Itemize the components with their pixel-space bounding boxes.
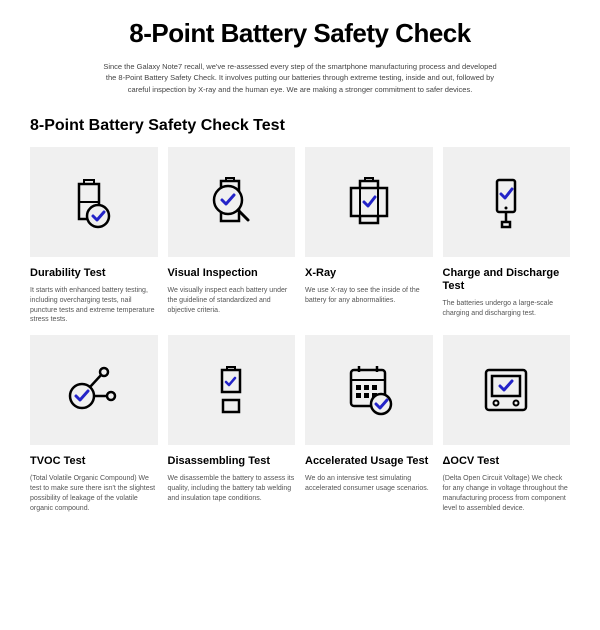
card-tvoc: TVOC Test (Total Volatile Organic Compou…	[30, 335, 158, 513]
card-desc: We visually inspect each battery under t…	[168, 286, 296, 315]
card-xray: X-Ray We use X-ray to see the inside of …	[305, 147, 433, 325]
card-desc: It starts with enhanced battery testing,…	[30, 286, 158, 325]
intro-text: Since the Galaxy Note7 recall, we've re-…	[100, 61, 500, 95]
card-title: TVOC Test	[30, 455, 158, 468]
card-disassembling: Disassembling Test We disassemble the ba…	[168, 335, 296, 513]
card-charge-discharge: Charge and Discharge Test The batteries …	[443, 147, 571, 325]
card-desc: (Delta Open Circuit Voltage) We check fo…	[443, 474, 571, 513]
charge-discharge-icon	[443, 147, 571, 257]
main-title: 8-Point Battery Safety Check	[30, 18, 570, 49]
card-desc: (Total Volatile Organic Compound) We tes…	[30, 474, 158, 513]
delta-ocv-icon	[443, 335, 571, 445]
xray-icon	[305, 147, 433, 257]
card-title: X-Ray	[305, 267, 433, 280]
card-title: Durability Test	[30, 267, 158, 280]
durability-icon	[30, 147, 158, 257]
card-desc: We disassemble the battery to assess its…	[168, 474, 296, 503]
card-title: Charge and Discharge Test	[443, 267, 571, 293]
card-desc: The batteries undergo a large-scale char…	[443, 299, 571, 319]
card-desc: We do an intensive test simulating accel…	[305, 474, 433, 494]
page: 8-Point Battery Safety Check Since the G…	[0, 0, 600, 534]
card-accelerated-usage: Accelerated Usage Test We do an intensiv…	[305, 335, 433, 513]
card-title: Accelerated Usage Test	[305, 455, 433, 468]
disassembling-icon	[168, 335, 296, 445]
tvoc-icon	[30, 335, 158, 445]
section-title: 8-Point Battery Safety Check Test	[30, 117, 570, 135]
card-durability: Durability Test It starts with enhanced …	[30, 147, 158, 325]
card-title: Disassembling Test	[168, 455, 296, 468]
card-visual-inspection: Visual Inspection We visually inspect ea…	[168, 147, 296, 325]
card-desc: We use X-ray to see the inside of the ba…	[305, 286, 433, 306]
card-title: ΔOCV Test	[443, 455, 571, 468]
accelerated-usage-icon	[305, 335, 433, 445]
card-delta-ocv: ΔOCV Test (Delta Open Circuit Voltage) W…	[443, 335, 571, 513]
card-title: Visual Inspection	[168, 267, 296, 280]
card-grid: Durability Test It starts with enhanced …	[30, 147, 570, 514]
visual-inspection-icon	[168, 147, 296, 257]
